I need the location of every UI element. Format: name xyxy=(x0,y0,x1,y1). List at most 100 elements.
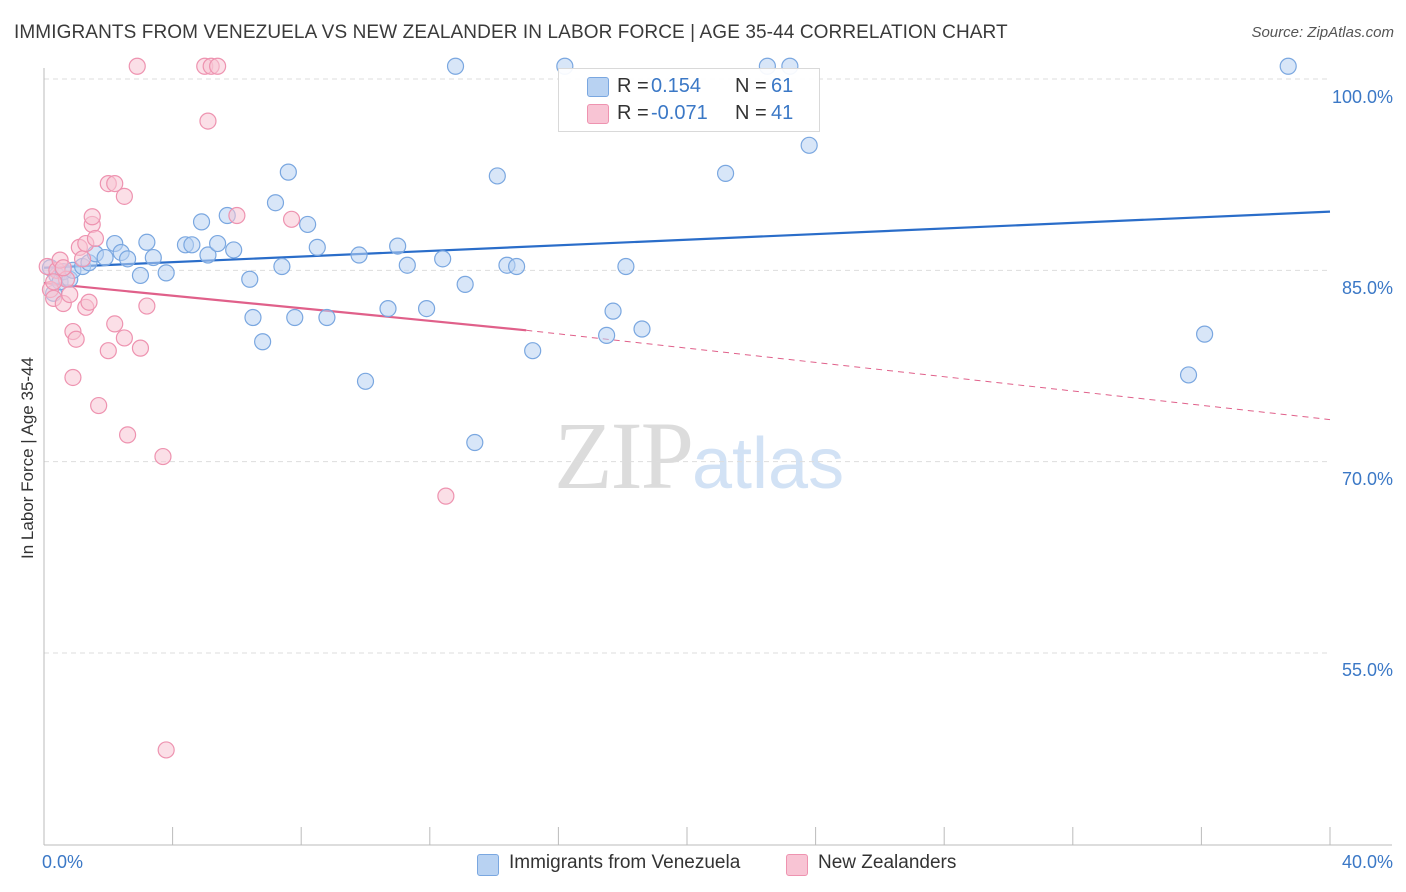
chart-title: IMMIGRANTS FROM VENEZUELA VS NEW ZEALAND… xyxy=(14,22,1008,43)
point-venezuela xyxy=(800,136,818,154)
legend-n-label: N = xyxy=(735,75,767,97)
source-label: Source: ZipAtlas.com xyxy=(1251,24,1394,41)
point-venezuela xyxy=(604,302,622,320)
axes xyxy=(43,68,1392,846)
legend-swatch-pink xyxy=(786,854,808,876)
point-nz xyxy=(106,174,124,193)
point-venezuela xyxy=(398,256,416,274)
legend-r-label: R = xyxy=(617,102,649,124)
point-venezuela xyxy=(192,213,211,231)
trend-lines xyxy=(43,210,1331,421)
trend-line-venezuela xyxy=(43,210,1331,269)
point-venezuela xyxy=(279,163,297,181)
legend-swatch-blue xyxy=(477,854,499,876)
point-venezuela xyxy=(138,233,156,251)
x-tick-min: 0.0% xyxy=(42,852,84,872)
point-nz xyxy=(64,368,82,387)
legend-swatch-pink xyxy=(587,104,609,124)
point-nz xyxy=(86,229,105,248)
point-venezuela xyxy=(466,433,484,452)
point-venezuela xyxy=(308,238,326,256)
point-venezuela xyxy=(598,326,616,344)
point-venezuela xyxy=(508,257,526,276)
point-nz xyxy=(67,330,85,348)
legend-n-label: N = xyxy=(735,102,767,124)
point-nz xyxy=(83,208,101,226)
watermark: ZIPatlas xyxy=(554,400,844,511)
point-venezuela xyxy=(389,237,407,255)
point-venezuela xyxy=(118,250,137,268)
y-tick-70: 70.0% xyxy=(1341,469,1393,489)
trend-line-nz xyxy=(43,281,527,332)
point-nz xyxy=(131,339,150,357)
legend-n-value: 61 xyxy=(771,75,794,97)
point-venezuela xyxy=(199,246,217,264)
y-tick-85: 85.0% xyxy=(1341,278,1393,298)
point-nz xyxy=(118,426,137,444)
point-nz xyxy=(199,112,217,130)
x-tick-max: 40.0% xyxy=(1341,852,1393,872)
point-venezuela xyxy=(157,264,175,282)
point-venezuela xyxy=(356,372,375,390)
point-venezuela xyxy=(434,250,452,268)
point-nz xyxy=(128,57,146,75)
point-venezuela xyxy=(456,275,474,293)
point-venezuela xyxy=(318,308,336,327)
point-nz xyxy=(54,259,72,277)
point-nz xyxy=(80,293,98,311)
point-venezuela xyxy=(350,246,368,264)
point-venezuela xyxy=(488,167,506,185)
point-nz xyxy=(90,396,108,415)
legend-swatch-blue xyxy=(587,77,609,97)
y-tick-100: 100.0% xyxy=(1331,87,1393,107)
legend-row-nz: R = -0.071 N = 41 xyxy=(559,100,819,128)
gridlines xyxy=(44,78,1330,654)
point-venezuela xyxy=(417,300,436,318)
watermark-atlas: atlas xyxy=(692,424,845,504)
point-venezuela xyxy=(1196,325,1214,343)
point-nz xyxy=(115,329,133,347)
watermark-zip: ZIP xyxy=(554,402,694,509)
point-venezuela xyxy=(254,333,272,351)
point-venezuela xyxy=(379,300,397,318)
point-venezuela xyxy=(96,248,114,267)
point-nz xyxy=(437,487,455,505)
point-venezuela xyxy=(1279,57,1297,75)
point-venezuela xyxy=(716,164,735,182)
point-nz xyxy=(282,210,301,228)
point-venezuela xyxy=(524,342,542,360)
legend-n-value: 41 xyxy=(771,102,794,124)
legend-r-value: 0.154 xyxy=(651,75,702,97)
y-tick-55: 55.0% xyxy=(1341,660,1393,680)
data-points xyxy=(38,57,1297,759)
point-venezuela xyxy=(244,308,262,327)
point-venezuela xyxy=(241,270,259,288)
stats-legend: R = 0.154 N = 61 R = -0.071 N = 41 xyxy=(558,68,820,132)
point-nz xyxy=(138,297,156,315)
point-venezuela xyxy=(1179,366,1198,384)
point-venezuela xyxy=(131,266,150,285)
point-nz xyxy=(61,285,79,304)
point-venezuela xyxy=(286,308,304,327)
point-nz xyxy=(209,57,227,75)
legend-r-value: -0.071 xyxy=(651,102,708,124)
point-nz xyxy=(115,187,133,205)
point-venezuela xyxy=(144,248,162,267)
point-venezuela xyxy=(183,236,201,254)
point-venezuela xyxy=(209,234,227,253)
point-venezuela xyxy=(446,57,465,75)
point-venezuela xyxy=(633,320,651,338)
legend-label-nz: New Zealanders xyxy=(818,852,957,873)
point-nz xyxy=(99,342,117,360)
legend-label-venezuela: Immigrants from Venezuela xyxy=(509,852,741,873)
point-venezuela xyxy=(266,194,285,212)
point-nz xyxy=(45,273,63,291)
point-venezuela xyxy=(225,241,243,259)
point-nz xyxy=(154,447,172,466)
point-nz xyxy=(106,315,124,333)
point-nz xyxy=(228,206,246,225)
point-nz xyxy=(157,741,175,759)
legend-row-venezuela: R = 0.154 N = 61 xyxy=(559,73,819,101)
series-legend: Immigrants from Venezuela New Zealanders xyxy=(0,852,1406,878)
